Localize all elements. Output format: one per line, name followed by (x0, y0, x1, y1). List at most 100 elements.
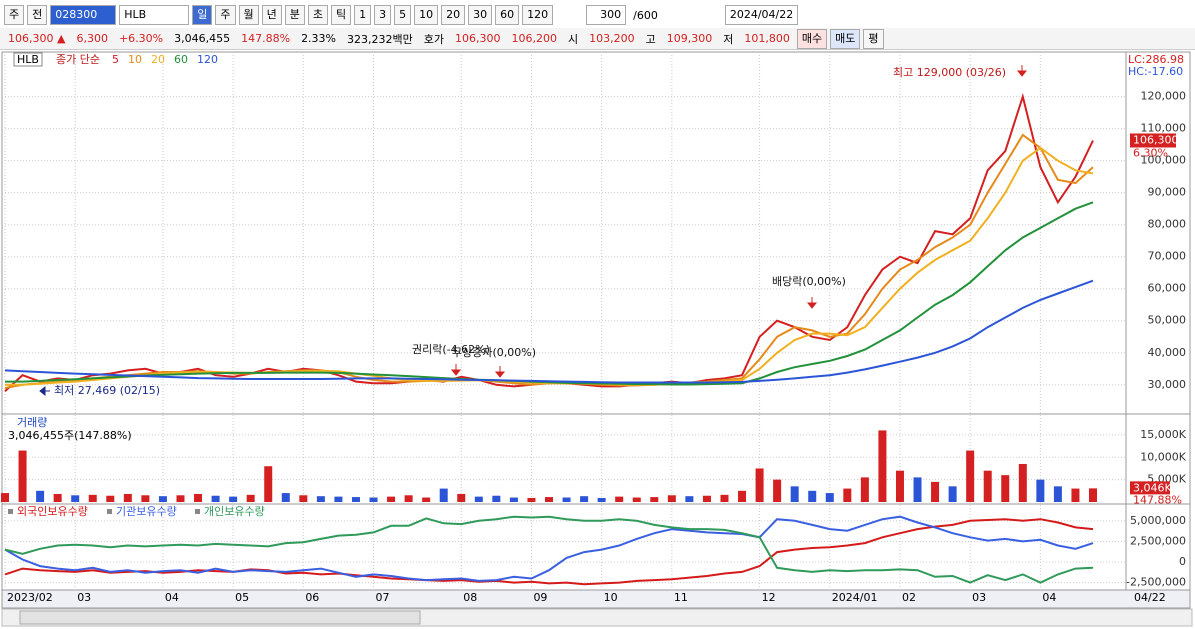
interval-button[interactable]: 60 (495, 5, 520, 25)
volume-bar (18, 450, 27, 502)
volume-bar (439, 488, 448, 502)
series-line (5, 201, 1094, 386)
volume-bar (685, 496, 694, 502)
series-line (4, 92, 1094, 392)
price: 106,300 ▲ (8, 32, 66, 45)
legend-item: 외국인보유수량 (17, 505, 88, 518)
legend-item: 개인보유수량 (204, 505, 265, 518)
volume-bar (790, 486, 799, 502)
buy-button[interactable]: 매수 (796, 28, 828, 49)
x-tick-label: 03 (972, 591, 986, 604)
x-tick-label: 02 (902, 591, 916, 604)
period-week[interactable]: 주 (215, 5, 236, 25)
high-label: 고 (645, 32, 656, 46)
current-change: 6.30% (1133, 146, 1168, 159)
interval-button[interactable]: 120 (522, 5, 554, 25)
scrollbar (1, 608, 1193, 627)
volume-bar (825, 493, 834, 502)
period-select[interactable]: 주 (4, 5, 25, 25)
y-tick-label: 90,000 (1148, 186, 1187, 199)
volume-bar (299, 495, 308, 502)
legend-item: 60 (174, 53, 188, 66)
low-label: 저 (723, 32, 734, 46)
volume-bar (1053, 486, 1062, 502)
volume-bar (738, 490, 747, 502)
interval-button[interactable]: 5 (394, 5, 412, 25)
y-tick-label: 40,000 (1148, 346, 1187, 359)
series-line (4, 515, 1094, 582)
volume-bar (931, 481, 940, 502)
interval-button[interactable]: 10 (414, 5, 439, 25)
legend-item: 20 (151, 53, 165, 66)
symbol: HLB (17, 53, 39, 66)
volume-bar (422, 497, 431, 502)
volume-bar (948, 486, 957, 502)
volume-bar (650, 497, 659, 502)
x-tick-label: 2023/02 (7, 591, 53, 604)
interval-button[interactable]: 20 (441, 5, 466, 25)
right-label: HC:-17.60 (1128, 65, 1183, 78)
y-tick-label: 100,000 (1141, 154, 1187, 167)
period-month[interactable]: 월 (238, 5, 259, 25)
event-arrow (494, 366, 506, 378)
scroll-thumb (19, 610, 421, 625)
y-tick-label: 5,000,000 (1130, 514, 1186, 527)
annotation: 최고 129,000 (03/26) (893, 66, 1006, 79)
volume-bar (1036, 479, 1045, 502)
period-day[interactable]: 일 (192, 5, 213, 25)
event-arrow (450, 364, 462, 376)
period-minute[interactable]: 분 (284, 5, 305, 25)
x-tick-label: 08 (463, 591, 477, 604)
y-tick-label: 70,000 (1148, 250, 1187, 263)
y-tick-label: -2,500,000 (1126, 576, 1186, 589)
volume-bar (843, 488, 852, 502)
annotation: 최저 27,469 (02/15) (54, 384, 160, 397)
y-tick-label: 0 (1179, 555, 1186, 568)
volume-bar (387, 496, 396, 502)
period-second[interactable]: 초 (307, 5, 328, 25)
panels-bg (1, 51, 1191, 609)
series-line (4, 518, 1094, 586)
volume-bar (545, 497, 553, 502)
volume-bar (580, 496, 589, 502)
sell-button[interactable]: 매도 (830, 28, 861, 49)
volume-bar (264, 466, 273, 502)
event-arrow (1016, 65, 1028, 77)
volume-bar (474, 496, 483, 502)
volume-bar (492, 495, 501, 502)
legend-item: 120 (197, 53, 218, 66)
high: 109,300 (666, 32, 713, 45)
period-tick[interactable]: 틱 (331, 5, 352, 25)
date-axis-bg (1, 589, 1191, 609)
code-input[interactable]: 028300 (50, 5, 117, 25)
interval-button[interactable]: 1 (354, 5, 372, 25)
volume-bar (281, 493, 290, 502)
legend-item: 10 (128, 53, 142, 66)
current-volume: 3,046K (1133, 481, 1172, 494)
count-input[interactable]: 300 (586, 5, 627, 25)
y-tick-label: 5,000K (1147, 473, 1186, 486)
toolbar: 주 전 028300 HLB 일 주 월 년 분 초 틱 1 3 5 10 20… (0, 3, 1195, 27)
series-line (4, 515, 1094, 584)
legend-title: 종가 단순 (56, 53, 100, 66)
x-tick-label: 07 (376, 591, 390, 604)
volume-bar (509, 497, 518, 502)
volume-bar (527, 497, 536, 502)
volume-bar (1071, 488, 1080, 502)
y-tick-label: 30,000 (1148, 378, 1187, 391)
interval-button[interactable]: 3 (374, 5, 392, 25)
volume-bar (53, 493, 62, 502)
date-input[interactable]: 2024/04/22 (724, 5, 799, 25)
name-input[interactable]: HLB (119, 5, 190, 25)
series-line (4, 279, 1094, 384)
volume-bar (1018, 463, 1027, 502)
eval-button[interactable]: 평 (863, 28, 884, 49)
compare-button[interactable]: 전 (27, 5, 48, 25)
period-year[interactable]: 년 (261, 5, 282, 25)
volume-bar (246, 494, 255, 502)
interval-button[interactable]: 30 (468, 5, 493, 25)
turnover: 2.33% (301, 32, 337, 45)
quote-label: 호가 (423, 32, 444, 46)
